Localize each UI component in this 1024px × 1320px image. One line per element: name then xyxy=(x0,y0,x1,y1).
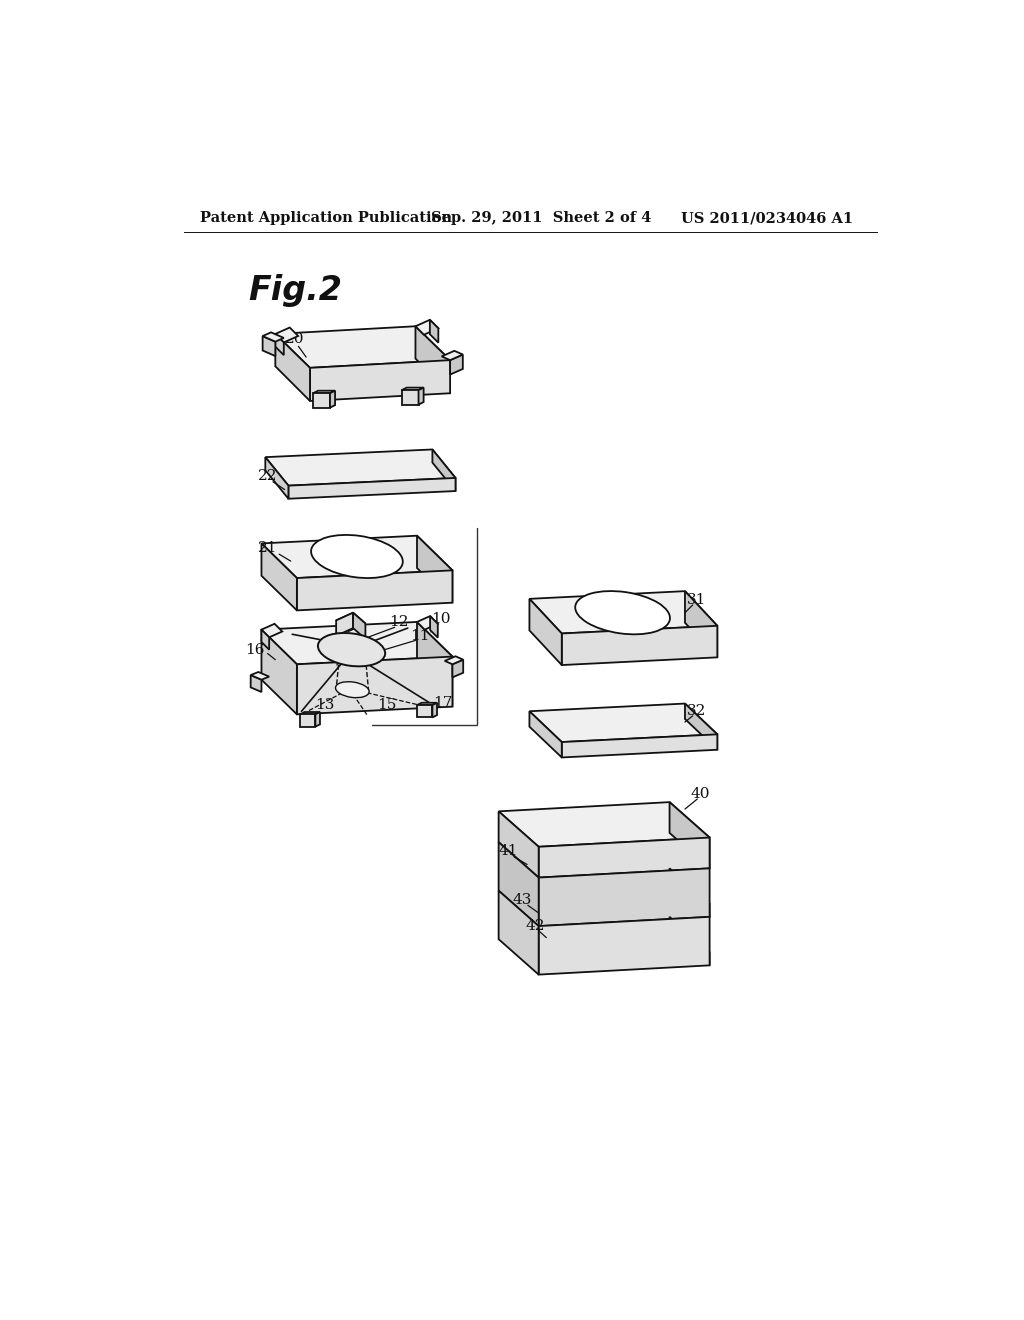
Text: 32: 32 xyxy=(687,705,707,718)
Polygon shape xyxy=(336,612,353,636)
Polygon shape xyxy=(539,838,710,878)
Polygon shape xyxy=(353,612,366,639)
Polygon shape xyxy=(265,457,289,499)
Text: 22: 22 xyxy=(258,469,278,483)
Text: 42: 42 xyxy=(525,919,545,933)
Polygon shape xyxy=(262,333,284,342)
Polygon shape xyxy=(275,334,310,401)
Polygon shape xyxy=(417,622,453,706)
Polygon shape xyxy=(432,449,456,491)
Text: 20: 20 xyxy=(285,333,304,346)
Ellipse shape xyxy=(336,681,369,698)
Text: Fig.2: Fig.2 xyxy=(249,275,342,308)
Polygon shape xyxy=(529,704,717,742)
Polygon shape xyxy=(417,616,438,630)
Polygon shape xyxy=(261,544,297,610)
Polygon shape xyxy=(265,449,456,486)
Text: 14: 14 xyxy=(331,643,350,656)
Polygon shape xyxy=(529,711,562,758)
Polygon shape xyxy=(441,351,463,360)
Polygon shape xyxy=(261,624,283,638)
Polygon shape xyxy=(562,626,717,665)
Text: 13: 13 xyxy=(315,698,334,711)
Polygon shape xyxy=(401,391,419,404)
Polygon shape xyxy=(297,570,453,610)
Polygon shape xyxy=(417,705,432,718)
Polygon shape xyxy=(261,630,297,714)
Polygon shape xyxy=(261,622,453,664)
Polygon shape xyxy=(451,355,463,375)
Polygon shape xyxy=(275,334,284,355)
Ellipse shape xyxy=(317,634,385,667)
Text: 11: 11 xyxy=(411,628,430,643)
Polygon shape xyxy=(262,337,275,356)
Text: 17: 17 xyxy=(433,696,453,710)
Polygon shape xyxy=(430,319,438,343)
Polygon shape xyxy=(444,656,463,664)
Polygon shape xyxy=(417,536,453,603)
Polygon shape xyxy=(529,599,562,665)
Text: 40: 40 xyxy=(690,787,710,801)
Polygon shape xyxy=(297,656,453,714)
Polygon shape xyxy=(261,536,453,578)
Polygon shape xyxy=(539,869,710,927)
Polygon shape xyxy=(401,388,424,391)
Polygon shape xyxy=(289,478,456,499)
Polygon shape xyxy=(529,591,717,634)
Polygon shape xyxy=(430,616,438,638)
Polygon shape xyxy=(562,734,717,758)
Ellipse shape xyxy=(311,535,402,578)
Polygon shape xyxy=(275,326,451,368)
Polygon shape xyxy=(313,393,330,408)
Polygon shape xyxy=(453,660,463,677)
Polygon shape xyxy=(336,612,366,631)
Text: 43: 43 xyxy=(512,892,531,907)
Polygon shape xyxy=(670,917,710,965)
Text: 12: 12 xyxy=(389,615,409,628)
Polygon shape xyxy=(685,591,717,657)
Polygon shape xyxy=(670,803,710,869)
Text: 21: 21 xyxy=(258,541,278,554)
Polygon shape xyxy=(300,714,315,726)
Polygon shape xyxy=(670,869,710,917)
Ellipse shape xyxy=(575,591,670,635)
Polygon shape xyxy=(417,702,437,705)
Polygon shape xyxy=(416,326,451,393)
Polygon shape xyxy=(330,391,335,408)
Text: 41: 41 xyxy=(498,845,517,858)
Text: Sep. 29, 2011  Sheet 2 of 4: Sep. 29, 2011 Sheet 2 of 4 xyxy=(431,211,651,226)
Polygon shape xyxy=(300,711,319,714)
Text: 10: 10 xyxy=(431,612,451,626)
Polygon shape xyxy=(499,812,539,878)
Polygon shape xyxy=(261,630,269,649)
Polygon shape xyxy=(419,388,424,404)
Polygon shape xyxy=(685,704,717,750)
Text: 16: 16 xyxy=(246,643,265,656)
Polygon shape xyxy=(539,917,710,974)
Polygon shape xyxy=(499,803,710,847)
Text: US 2011/0234046 A1: US 2011/0234046 A1 xyxy=(681,211,853,226)
Polygon shape xyxy=(310,360,451,401)
Polygon shape xyxy=(315,711,319,726)
Polygon shape xyxy=(416,319,438,335)
Text: Patent Application Publication: Patent Application Publication xyxy=(200,211,452,226)
Polygon shape xyxy=(499,891,539,974)
Text: 31: 31 xyxy=(687,594,707,607)
Text: 15: 15 xyxy=(377,698,396,711)
Polygon shape xyxy=(313,391,335,393)
Polygon shape xyxy=(251,675,261,692)
Polygon shape xyxy=(432,702,437,718)
Polygon shape xyxy=(275,327,298,342)
Polygon shape xyxy=(251,672,269,680)
Polygon shape xyxy=(499,842,539,927)
